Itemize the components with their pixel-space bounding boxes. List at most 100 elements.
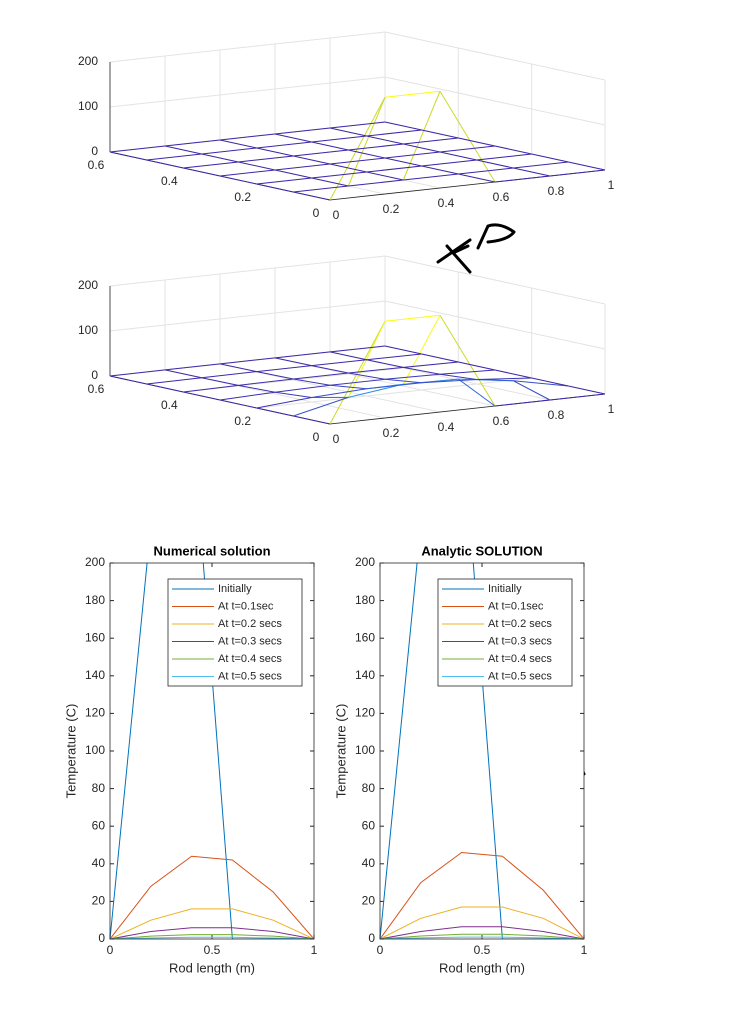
grid-line <box>384 76 606 126</box>
data-line <box>380 906 584 939</box>
y-tick-label: 0.6 <box>88 382 105 396</box>
z-tick-label: 200 <box>78 278 98 292</box>
mesh-line <box>256 141 312 149</box>
mesh-line <box>439 314 496 407</box>
mesh-line <box>494 369 532 379</box>
y-tick-label: 0.2 <box>234 190 251 204</box>
y-tick-label: 200 <box>355 555 375 569</box>
mesh-line <box>384 345 422 355</box>
grid-line <box>384 31 606 81</box>
legend-box <box>437 578 573 687</box>
mesh-line <box>219 363 257 373</box>
mesh-line <box>329 345 386 353</box>
mesh-line <box>293 185 349 193</box>
mesh-line <box>109 375 147 385</box>
y-tick-label: 120 <box>85 706 105 720</box>
mesh-line <box>293 155 331 165</box>
x-tick-label: 0.5 <box>204 943 221 957</box>
legend-label: At t=0.3 secs <box>218 635 282 647</box>
x-tick-label: 0 <box>107 943 114 957</box>
mesh-line <box>219 169 276 177</box>
mesh-line <box>256 183 294 193</box>
mesh-line <box>384 314 441 322</box>
y-tick-label: 80 <box>362 781 376 795</box>
y-tick-label: 60 <box>362 818 376 832</box>
x-tick-label: 0 <box>333 208 340 222</box>
y-tick-label: 0.2 <box>234 414 251 428</box>
mesh-line <box>201 371 257 379</box>
mesh-line <box>549 393 606 401</box>
x-tick-label: 0.6 <box>493 414 510 428</box>
legend-label: At t=0.1sec <box>218 600 274 612</box>
mesh-line <box>293 149 349 157</box>
mesh-line <box>329 157 386 165</box>
data-line <box>110 934 314 939</box>
mesh-line <box>384 157 422 167</box>
x-tick-label: 0.5 <box>474 943 491 957</box>
mesh-line <box>164 363 221 371</box>
y-tick-label: 0 <box>98 931 105 945</box>
mesh-line <box>311 365 349 374</box>
mesh-line <box>311 388 367 398</box>
legend-label: At t=0.3 secs <box>488 635 552 647</box>
data-line <box>380 926 584 939</box>
hand-f <box>436 238 472 274</box>
mesh-line <box>494 399 551 407</box>
mesh-line <box>293 415 331 425</box>
handwriting-top <box>436 223 516 274</box>
y-tick-label: 0.4 <box>161 174 178 188</box>
grid-line <box>384 255 606 305</box>
mesh-line <box>183 384 239 393</box>
mesh-line <box>274 357 312 367</box>
y-tick-label: 100 <box>85 743 105 757</box>
mesh-line <box>219 357 276 365</box>
mesh-line <box>329 351 367 361</box>
mesh-line <box>274 133 312 143</box>
grid-line <box>109 300 386 332</box>
y-tick-label: 100 <box>355 743 375 757</box>
mesh-line <box>311 177 349 187</box>
mesh-line <box>201 147 257 155</box>
mesh-line <box>109 145 166 153</box>
x-axis-label: Rod length (m) <box>169 960 255 975</box>
x-tick-label: 0.8 <box>548 408 565 422</box>
mesh-line <box>256 177 312 185</box>
x-tick-label: 1 <box>608 402 615 416</box>
mesh-line <box>366 382 422 390</box>
mesh-line <box>458 173 496 183</box>
mesh-line <box>256 397 312 409</box>
mesh-line <box>402 91 441 181</box>
x-tick-label: 0.2 <box>383 426 400 440</box>
mesh-line <box>311 359 367 367</box>
y-tick-label: 20 <box>92 894 106 908</box>
y-axis-label: Temperature (C) <box>333 704 348 799</box>
line-plot: 0 20 40 60 80 100 120 140 160 180 200 0 0.5 1 Analytic… <box>333 543 587 975</box>
mesh-line <box>348 366 404 374</box>
mesh-line <box>348 149 386 159</box>
mesh-line <box>366 353 422 361</box>
mesh-line <box>403 137 459 145</box>
mesh-line <box>329 378 386 386</box>
mesh-line <box>183 391 221 401</box>
mesh-line <box>513 167 551 177</box>
axes-box <box>379 562 585 940</box>
mesh-line <box>439 151 477 161</box>
mesh-line <box>476 153 532 161</box>
mesh-line <box>146 377 202 385</box>
z-tick-label: 200 <box>78 54 98 68</box>
mesh-line <box>238 378 294 386</box>
mesh-line <box>348 383 404 398</box>
mesh-line <box>201 377 239 386</box>
data-line <box>380 936 584 939</box>
grid-line <box>109 255 386 287</box>
y-tick-label: 40 <box>92 856 106 870</box>
mesh-line <box>568 161 606 171</box>
y-tick-label: 120 <box>355 706 375 720</box>
y-tick-label: 60 <box>92 818 106 832</box>
mesh-line <box>293 396 349 417</box>
mesh-line <box>421 379 477 384</box>
chart-title: Numerical solution <box>153 543 270 558</box>
